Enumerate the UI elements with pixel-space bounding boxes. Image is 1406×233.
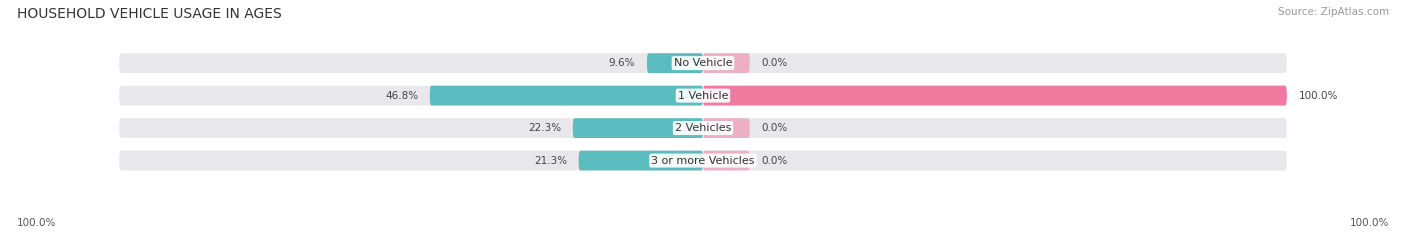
FancyBboxPatch shape [703, 118, 749, 138]
FancyBboxPatch shape [703, 86, 1286, 106]
FancyBboxPatch shape [120, 151, 1286, 171]
Text: 9.6%: 9.6% [609, 58, 636, 68]
Text: 22.3%: 22.3% [529, 123, 561, 133]
Legend: Owner-occupied, Renter-occupied: Owner-occupied, Renter-occupied [586, 230, 820, 233]
FancyBboxPatch shape [430, 86, 703, 106]
FancyBboxPatch shape [572, 118, 703, 138]
Text: Source: ZipAtlas.com: Source: ZipAtlas.com [1278, 7, 1389, 17]
FancyBboxPatch shape [120, 53, 1286, 73]
Text: 0.0%: 0.0% [762, 123, 787, 133]
FancyBboxPatch shape [120, 118, 1286, 138]
FancyBboxPatch shape [120, 86, 1286, 106]
Text: 1 Vehicle: 1 Vehicle [678, 91, 728, 101]
Text: HOUSEHOLD VEHICLE USAGE IN AGES: HOUSEHOLD VEHICLE USAGE IN AGES [17, 7, 281, 21]
FancyBboxPatch shape [579, 151, 703, 171]
FancyBboxPatch shape [703, 53, 749, 73]
Text: 100.0%: 100.0% [1299, 91, 1339, 101]
FancyBboxPatch shape [703, 151, 749, 171]
Text: 21.3%: 21.3% [534, 156, 567, 166]
Text: 46.8%: 46.8% [385, 91, 418, 101]
Text: 2 Vehicles: 2 Vehicles [675, 123, 731, 133]
Text: 3 or more Vehicles: 3 or more Vehicles [651, 156, 755, 166]
FancyBboxPatch shape [647, 53, 703, 73]
Text: 100.0%: 100.0% [17, 218, 56, 228]
Text: 0.0%: 0.0% [762, 58, 787, 68]
Text: No Vehicle: No Vehicle [673, 58, 733, 68]
Text: 0.0%: 0.0% [762, 156, 787, 166]
Text: 100.0%: 100.0% [1350, 218, 1389, 228]
